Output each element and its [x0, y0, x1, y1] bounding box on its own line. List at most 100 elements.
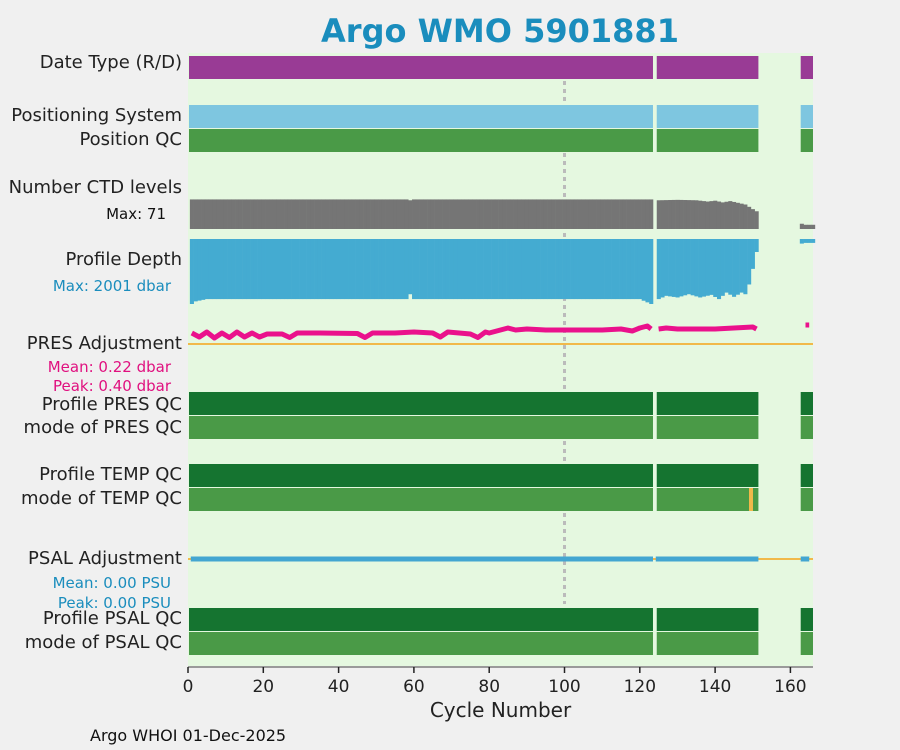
ctd-level-bar [404, 199, 409, 229]
ctd-level-bar [193, 199, 198, 229]
profile-depth-bar [340, 239, 345, 300]
profile-depth-bar [253, 239, 258, 300]
profile-depth-bar [615, 239, 620, 300]
profile-depth-bar [619, 239, 624, 300]
ctd-level-bar [555, 199, 560, 229]
ctd-level-bar [513, 199, 518, 229]
ctd-level-bar [679, 199, 684, 229]
profile-depth-bar [660, 239, 665, 298]
ctd-level-bar [747, 206, 752, 229]
profile-depth-bar [419, 239, 424, 300]
ctd-level-bar [430, 199, 435, 229]
profile-depth-bar [540, 239, 545, 300]
ctd-level-bar [720, 202, 725, 229]
track-bar [189, 488, 653, 511]
ctd-level-bar [457, 199, 462, 229]
ctd-level-bar [385, 199, 390, 229]
ctd-level-bar [453, 199, 458, 229]
profile-depth-bar [483, 239, 488, 300]
ctd-level-bar [630, 199, 635, 229]
ctd-level-bar [536, 199, 541, 229]
ctd-level-bar [626, 199, 631, 229]
x-tick-label: 140 [699, 677, 731, 697]
ctd-level-bar [427, 199, 432, 229]
label-psal-adjustment: PSAL Adjustment [27, 548, 182, 569]
ctd-level-bar [415, 199, 420, 229]
profile-depth-bar [596, 239, 601, 300]
track-bar [656, 105, 759, 128]
ctd-level-bar [204, 199, 210, 229]
profile-depth-bar [472, 239, 477, 300]
profile-depth-bar [728, 239, 733, 295]
ctd-level-bar [366, 199, 371, 229]
profile-depth-bar [487, 239, 492, 300]
ctd-level-bar [807, 224, 812, 229]
ctd-level-bar [735, 202, 740, 229]
profile-depth-bar [517, 239, 522, 300]
ctd-level-bar [724, 201, 729, 229]
label-mode-temp-qc: mode of TEMP QC [20, 488, 182, 509]
ctd-level-bar [524, 199, 530, 229]
label-profile-depth: Profile Depth [65, 249, 182, 270]
profile-depth-bar [363, 239, 368, 300]
pres-adjustment-line [190, 323, 653, 341]
pres-adjustment-line [658, 324, 758, 332]
profile-depth-bar [671, 239, 676, 297]
ctd-level-bar [743, 204, 748, 229]
ctd-level-bar [268, 199, 274, 229]
profile-depth-bar [227, 239, 232, 300]
profile-depth-bar [430, 239, 435, 300]
ctd-level-bar [389, 199, 394, 229]
profile-depth-bar [732, 239, 737, 297]
ctd-level-bar [227, 199, 232, 229]
profile-depth-bar [310, 239, 315, 300]
ctd-level-bar [208, 199, 213, 229]
profile-depth-bar [189, 239, 194, 304]
profile-depth-bar [393, 239, 398, 300]
ctd-level-bar [799, 223, 804, 229]
profile-depth-bar [668, 239, 673, 297]
profile-depth-bar [231, 239, 236, 300]
profile-depth-bar [193, 239, 198, 302]
ctd-level-bar [671, 199, 676, 229]
profile-depth-bar [268, 239, 274, 300]
ctd-level-bar [396, 199, 402, 229]
profile-depth-bar [506, 239, 511, 300]
ctd-level-bar [310, 199, 315, 229]
ctd-level-bar [220, 199, 225, 229]
ctd-level-bar [332, 199, 338, 229]
track-bar [800, 129, 813, 152]
ctd-level-bar [449, 199, 454, 229]
ctd-level-bar [615, 199, 620, 229]
ctd-level-bar [600, 199, 605, 229]
profile-depth-bar [201, 239, 206, 300]
profile-depth-bar [317, 239, 322, 300]
track-bar [189, 129, 653, 152]
profile-depth-bar [536, 239, 541, 300]
profile-depth-bar [325, 239, 330, 300]
profile-depth-bar [404, 239, 409, 300]
profile-depth-bar [415, 239, 420, 300]
track-bar [189, 464, 653, 487]
profile-depth-bar [683, 239, 688, 296]
ctd-level-bar [400, 199, 405, 229]
profile-depth-bar [513, 239, 518, 300]
profile-depth-bar [306, 239, 311, 300]
profile-depth-bar [348, 239, 353, 300]
ctd-level-bar [378, 199, 383, 229]
label-psal-peak: Peak: 0.00 PSU [57, 594, 171, 612]
ctd-level-bar [355, 199, 360, 229]
ctd-level-bar [344, 199, 349, 229]
ctd-level-bar [709, 201, 714, 229]
label-profile-temp-qc: Profile TEMP QC [39, 464, 182, 485]
profile-depth-bar [750, 239, 755, 269]
ctd-level-bar [611, 199, 616, 229]
profile-depth-bar [449, 239, 454, 300]
ctd-level-bar [811, 224, 816, 229]
ctd-level-bar [573, 199, 578, 229]
ctd-level-bar [581, 199, 586, 229]
ctd-level-bar [588, 199, 594, 229]
ctd-level-bar [664, 200, 669, 229]
profile-depth-bar [664, 239, 669, 296]
profile-depth-bar [551, 239, 556, 300]
